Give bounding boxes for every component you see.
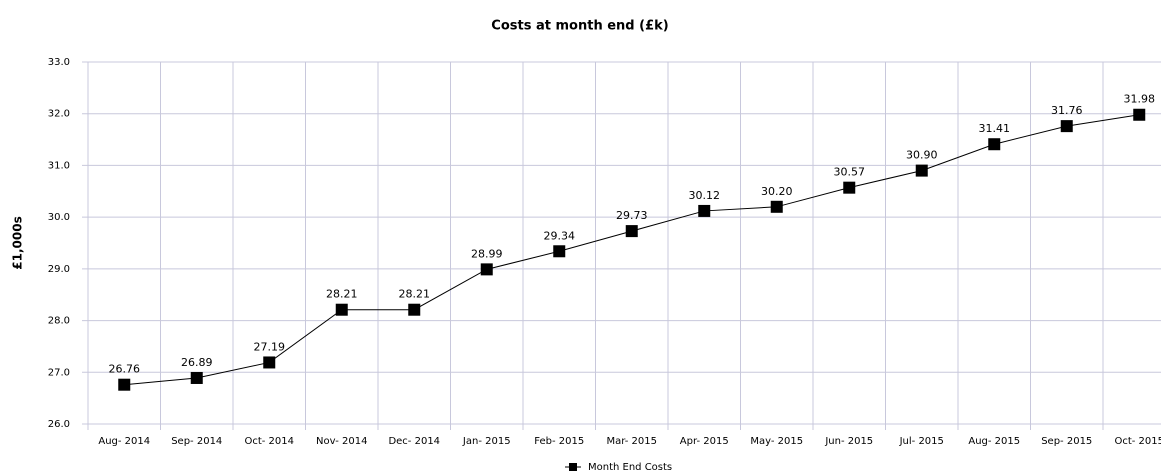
y-tick-label: 28.0 (48, 316, 70, 327)
marker (335, 303, 348, 316)
data-label: 30.90 (906, 149, 938, 162)
marker (408, 303, 421, 316)
marker (263, 356, 276, 369)
legend-label: Month End Costs (588, 462, 672, 473)
data-label: 28.99 (471, 247, 503, 260)
marker (843, 181, 856, 194)
marker (770, 200, 783, 213)
data-label: 30.57 (834, 166, 866, 179)
x-tick-label: Jun- 2015 (824, 436, 873, 447)
x-tick-label: Apr- 2015 (680, 436, 729, 447)
x-tick-label: Sep- 2015 (1041, 436, 1092, 447)
legend-marker (569, 463, 577, 471)
data-label: 26.76 (109, 363, 141, 376)
x-tick-label: Oct- 2015 (1114, 436, 1161, 447)
marker (1060, 120, 1073, 133)
data-label: 30.20 (761, 185, 793, 198)
data-label: 31.41 (979, 122, 1011, 135)
y-tick-label: 29.0 (48, 264, 70, 275)
data-label: 30.12 (689, 189, 721, 202)
marker (1133, 108, 1146, 121)
data-label: 29.34 (544, 229, 576, 242)
x-tick-label: Aug- 2015 (968, 436, 1020, 447)
marker (915, 164, 928, 177)
marker (553, 245, 566, 258)
x-tick-label: Feb- 2015 (534, 436, 584, 447)
y-tick-label: 32.0 (48, 109, 70, 120)
y-tick-label: 31.0 (48, 160, 70, 171)
marker (625, 225, 638, 238)
x-tick-label: Nov- 2014 (316, 436, 367, 447)
x-tick-label: May- 2015 (750, 436, 803, 447)
marker (698, 204, 711, 217)
chart-title: Costs at month end (£k) (491, 19, 668, 34)
x-tick-label: Oct- 2014 (244, 436, 294, 447)
data-label: 28.21 (326, 288, 358, 301)
y-axis-label: £1,000s (11, 216, 25, 269)
marker (118, 378, 131, 391)
x-tick-label: Jan- 2015 (462, 436, 511, 447)
x-tick-label: Mar- 2015 (607, 436, 657, 447)
x-tick-label: Jul- 2015 (899, 436, 944, 447)
data-label: 27.19 (254, 340, 286, 353)
marker (480, 263, 493, 276)
x-tick-label: Aug- 2014 (98, 436, 150, 447)
data-label: 28.21 (399, 288, 431, 301)
marker (190, 371, 203, 384)
y-tick-label: 30.0 (48, 212, 70, 223)
y-tick-label: 33.0 (48, 57, 70, 68)
data-label: 31.76 (1051, 104, 1083, 117)
data-label: 31.98 (1124, 93, 1156, 106)
y-tick-label: 27.0 (48, 367, 70, 378)
x-tick-label: Dec- 2014 (388, 436, 440, 447)
data-label: 26.89 (181, 356, 213, 369)
marker (988, 138, 1001, 151)
data-label: 29.73 (616, 209, 648, 222)
x-tick-label: Sep- 2014 (171, 436, 222, 447)
y-tick-label: 26.0 (48, 419, 70, 430)
